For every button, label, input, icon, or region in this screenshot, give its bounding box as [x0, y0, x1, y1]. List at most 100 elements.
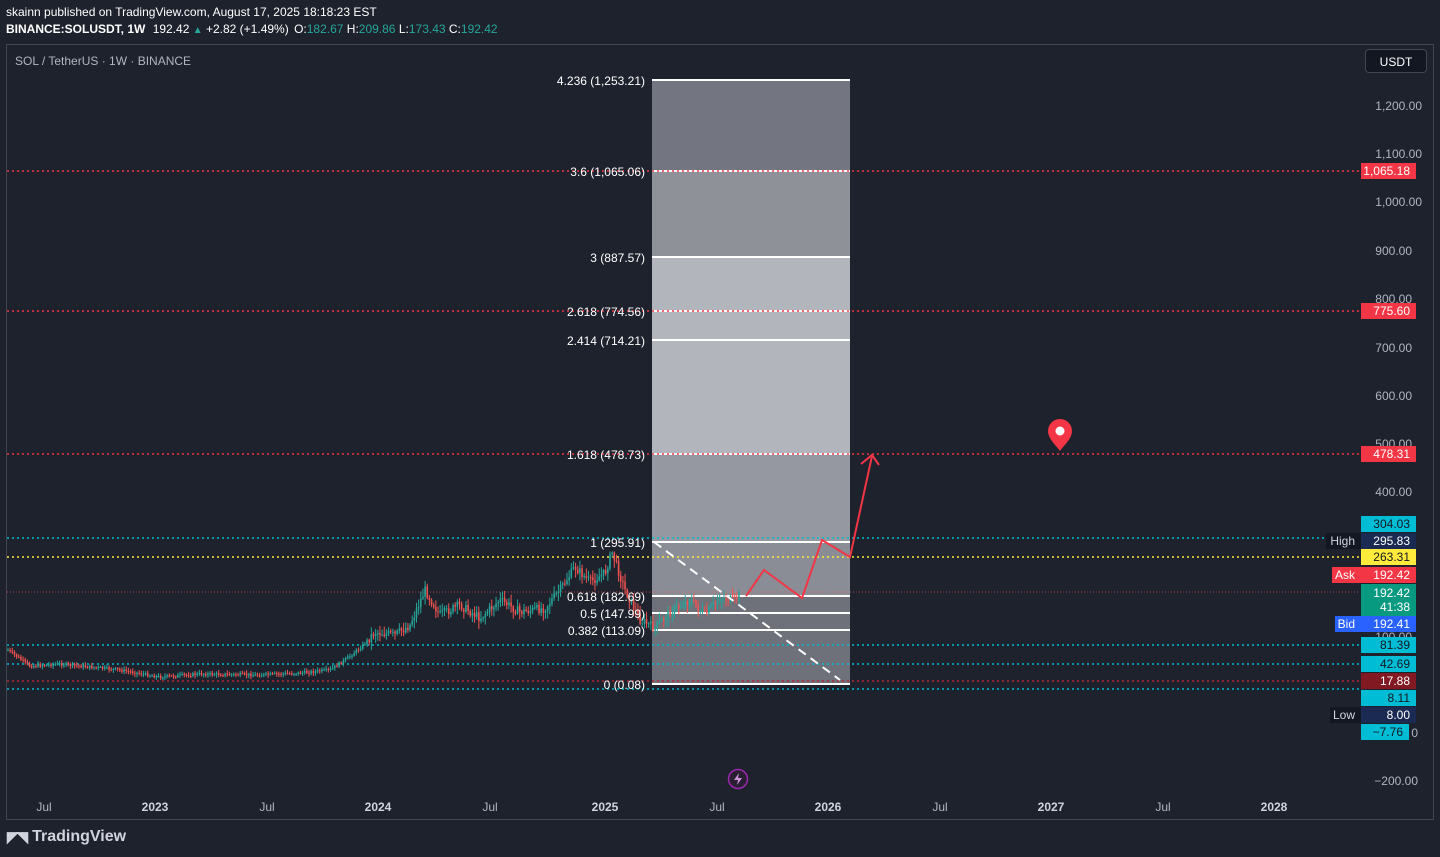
candle-body [39, 664, 42, 667]
candle-body [310, 671, 312, 674]
candle-body [192, 673, 194, 677]
ask-price-tag: 192.42 [1373, 568, 1410, 582]
x-tick-label: 2027 [1038, 800, 1065, 814]
candle-body [450, 611, 452, 615]
map-pin-icon[interactable] [1048, 419, 1072, 451]
trend-line-dashed[interactable] [653, 541, 841, 681]
candle-body [334, 665, 336, 668]
candle-body [383, 634, 386, 636]
candle-body [336, 665, 338, 667]
candle-body [656, 621, 659, 628]
candle-body [536, 605, 538, 608]
candle-body [95, 667, 97, 669]
candle-body [237, 674, 239, 676]
candle-body [58, 663, 61, 665]
fib-band [652, 596, 850, 684]
candle-body [445, 608, 448, 610]
candle-body [254, 674, 257, 676]
candle-body [690, 600, 693, 603]
tradingview-logo[interactable]: ◤◥ TradingView [7, 828, 126, 846]
candle-body [168, 675, 171, 677]
lightning-icon[interactable] [727, 768, 749, 790]
x-tick-label: Jul [259, 800, 274, 814]
candle-body [11, 650, 14, 652]
candle-body [73, 663, 76, 666]
candle-body [736, 596, 738, 600]
fib-label: 3.6 (1,065.06) [570, 165, 645, 179]
level-price-tag: 304.03 [1373, 517, 1410, 531]
candle-body [361, 644, 364, 649]
bid-label-tag-bg [1335, 616, 1361, 632]
candle-body [164, 676, 166, 678]
y-tick-label: 900.00 [1375, 244, 1412, 258]
low-price-tag-bg [1361, 707, 1416, 723]
candle-body [415, 608, 418, 618]
low-label-tag: Low [1333, 708, 1355, 722]
candle-body [71, 663, 74, 666]
candle-body [159, 675, 162, 679]
candle-body [680, 606, 682, 608]
fib-label: 0 (0.08) [604, 678, 645, 692]
candle-body [84, 665, 87, 668]
candle-body [703, 609, 706, 611]
fib-label: 4.236 (1,253.21) [557, 74, 645, 88]
candle-body [467, 604, 469, 611]
x-axis[interactable]: Jul 2023 Jul 2024 Jul 2025 Jul 2026 Jul … [36, 800, 1287, 814]
candle-body [551, 598, 553, 604]
candle-body [69, 663, 72, 666]
candle-body [252, 675, 254, 677]
candle-body [622, 581, 624, 583]
candle-body [41, 665, 44, 667]
candle-body [136, 672, 138, 675]
candle-body [50, 664, 52, 666]
candle-body [174, 676, 177, 678]
candle-body [359, 648, 362, 651]
candle-body [652, 621, 654, 631]
candle-body [200, 673, 203, 675]
fib-label: 0.5 (147.99) [580, 607, 645, 621]
price-tags: 1,065.18 775.60 478.31 304.03 263.31 81.39 42.… [1326, 163, 1416, 740]
candle-body [566, 580, 568, 584]
candle-body [131, 671, 134, 674]
candle-body [469, 610, 472, 616]
y-tick-label: 1,200.00 [1375, 99, 1422, 113]
candle-body [643, 619, 646, 624]
candle-body [385, 633, 388, 636]
candle-body [271, 673, 274, 675]
candle-body [374, 633, 377, 636]
candle-body [37, 664, 39, 667]
candle-body [525, 609, 527, 611]
candle-body [226, 673, 229, 675]
currency-button[interactable]: USDT [1365, 49, 1427, 73]
candle-body [396, 630, 398, 634]
candle-body [647, 623, 650, 625]
triangle-up-icon: ▲ [192, 25, 203, 36]
candle-body [17, 656, 20, 658]
chart-symbol-title: SOL / TetherUS · 1W · BINANCE [15, 54, 192, 68]
candle-body [331, 667, 334, 669]
candle-body [138, 672, 140, 674]
candle-body [641, 623, 644, 625]
candlestick-series[interactable] [7, 551, 740, 681]
x-tick-label: Jul [932, 800, 947, 814]
candle-body [273, 673, 276, 675]
candle-body [146, 673, 149, 677]
x-tick-label: Jul [1155, 800, 1170, 814]
candle-body [592, 577, 594, 581]
candle-body [400, 628, 403, 631]
high-price-tag: 295.83 [1373, 534, 1410, 548]
candle-body [280, 673, 282, 675]
candle-body [24, 659, 26, 662]
candle-body [112, 668, 115, 670]
candle-body [478, 612, 480, 622]
candle-body [217, 673, 220, 676]
y-tick-label: 600.00 [1375, 389, 1412, 403]
candle-body [282, 673, 284, 675]
candle-body [7, 649, 9, 651]
bar-countdown: 41:38 [1380, 600, 1410, 614]
fib-zone[interactable] [652, 80, 850, 684]
candle-body [488, 606, 491, 612]
fib-band [652, 542, 850, 596]
projection-path[interactable] [745, 455, 873, 600]
